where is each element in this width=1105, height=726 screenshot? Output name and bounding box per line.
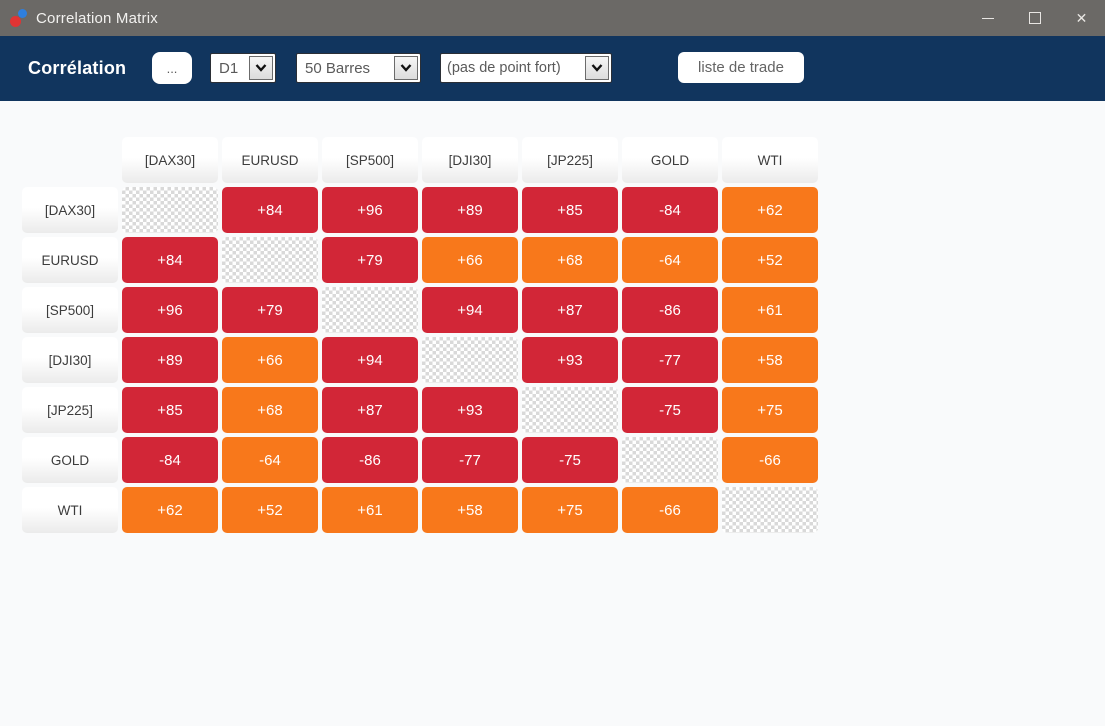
column-header: [DAX30] (122, 137, 218, 183)
correlation-cell[interactable]: -75 (522, 437, 618, 483)
diagonal-cell (422, 337, 518, 383)
bars-count-select[interactable]: 50 Barres (296, 53, 421, 83)
correlation-cell[interactable]: +94 (422, 287, 518, 333)
correlation-cell[interactable]: +84 (122, 237, 218, 283)
correlation-cell[interactable]: +62 (722, 187, 818, 233)
correlation-cell[interactable]: +58 (722, 337, 818, 383)
strong-point-select[interactable]: (pas de point fort) (440, 53, 612, 83)
diagonal-cell (622, 437, 718, 483)
row-header: [DJI30] (22, 337, 118, 383)
correlation-cell[interactable]: +75 (722, 387, 818, 433)
correlation-cell[interactable]: +79 (222, 287, 318, 333)
correlation-cell[interactable]: +68 (222, 387, 318, 433)
close-icon: ✕ (1075, 10, 1088, 26)
correlation-cell[interactable]: +62 (122, 487, 218, 533)
maximize-button[interactable] (1011, 0, 1058, 36)
minimize-button[interactable] (964, 0, 1011, 36)
correlation-cell[interactable]: +85 (122, 387, 218, 433)
app-icon-blue-dot (18, 9, 27, 18)
correlation-cell[interactable]: +61 (722, 287, 818, 333)
correlation-cell[interactable]: +66 (222, 337, 318, 383)
correlation-cell[interactable]: +89 (422, 187, 518, 233)
correlation-cell[interactable]: +87 (522, 287, 618, 333)
correlation-cell[interactable]: +96 (122, 287, 218, 333)
diagonal-cell (222, 237, 318, 283)
app-icon-red-dot (10, 16, 21, 27)
diagonal-cell (322, 287, 418, 333)
correlation-cell[interactable]: +89 (122, 337, 218, 383)
row-header: [DAX30] (22, 187, 118, 233)
correlation-cell[interactable]: -86 (622, 287, 718, 333)
window-title: Correlation Matrix (36, 9, 158, 27)
correlation-cell[interactable]: +79 (322, 237, 418, 283)
correlation-cell[interactable]: -77 (622, 337, 718, 383)
strong-point-value: (pas de point fort) (447, 60, 561, 76)
correlation-cell[interactable]: +93 (522, 337, 618, 383)
column-header: [DJI30] (422, 137, 518, 183)
toolbar: Corrélation ... D1 50 Barres (pas de poi… (0, 36, 1105, 101)
column-header: GOLD (622, 137, 718, 183)
diagonal-cell (722, 487, 818, 533)
minimize-icon (981, 17, 994, 19)
more-options-button[interactable]: ... (152, 52, 192, 84)
trade-list-button[interactable]: liste de trade (678, 52, 804, 83)
correlation-cell[interactable]: -84 (622, 187, 718, 233)
correlation-cell[interactable]: -66 (722, 437, 818, 483)
diagonal-cell (122, 187, 218, 233)
correlation-cell[interactable]: -64 (222, 437, 318, 483)
chevron-down-icon (249, 56, 273, 80)
correlation-cell[interactable]: -84 (122, 437, 218, 483)
matrix-corner-cell (22, 137, 118, 183)
diagonal-cell (522, 387, 618, 433)
window-controls: ✕ (964, 0, 1105, 36)
correlation-cell[interactable]: +61 (322, 487, 418, 533)
row-header: GOLD (22, 437, 118, 483)
row-header: [JP225] (22, 387, 118, 433)
row-header: EURUSD (22, 237, 118, 283)
correlation-cell[interactable]: +58 (422, 487, 518, 533)
correlation-cell[interactable]: -64 (622, 237, 718, 283)
correlation-cell[interactable]: +66 (422, 237, 518, 283)
column-header: [JP225] (522, 137, 618, 183)
column-header: WTI (722, 137, 818, 183)
correlation-cell[interactable]: +52 (222, 487, 318, 533)
close-button[interactable]: ✕ (1058, 0, 1105, 36)
correlation-cell[interactable]: +52 (722, 237, 818, 283)
chevron-down-icon (394, 56, 418, 80)
row-header: WTI (22, 487, 118, 533)
app-icon (10, 7, 30, 29)
column-header: EURUSD (222, 137, 318, 183)
column-header: [SP500] (322, 137, 418, 183)
correlation-cell[interactable]: +68 (522, 237, 618, 283)
chevron-down-icon (585, 56, 609, 80)
correlation-cell[interactable]: -77 (422, 437, 518, 483)
correlation-cell[interactable]: -86 (322, 437, 418, 483)
row-header: [SP500] (22, 287, 118, 333)
timeframe-value: D1 (219, 59, 239, 77)
correlation-cell[interactable]: +96 (322, 187, 418, 233)
correlation-cell[interactable]: +75 (522, 487, 618, 533)
correlation-cell[interactable]: +93 (422, 387, 518, 433)
correlation-cell[interactable]: +85 (522, 187, 618, 233)
correlation-cell[interactable]: +87 (322, 387, 418, 433)
window-titlebar: Correlation Matrix ✕ (0, 0, 1105, 36)
correlation-matrix: [DAX30] EURUSD [SP500] [DJI30] [JP225] GOLD WT… (22, 137, 818, 533)
correlation-cell[interactable]: -66 (622, 487, 718, 533)
correlation-label: Corrélation (28, 58, 127, 78)
correlation-cell[interactable]: +84 (222, 187, 318, 233)
maximize-icon (1028, 12, 1041, 24)
correlation-cell[interactable]: -75 (622, 387, 718, 433)
bars-count-value: 50 Barres (305, 59, 371, 77)
correlation-cell[interactable]: +94 (322, 337, 418, 383)
timeframe-select[interactable]: D1 (210, 53, 276, 83)
